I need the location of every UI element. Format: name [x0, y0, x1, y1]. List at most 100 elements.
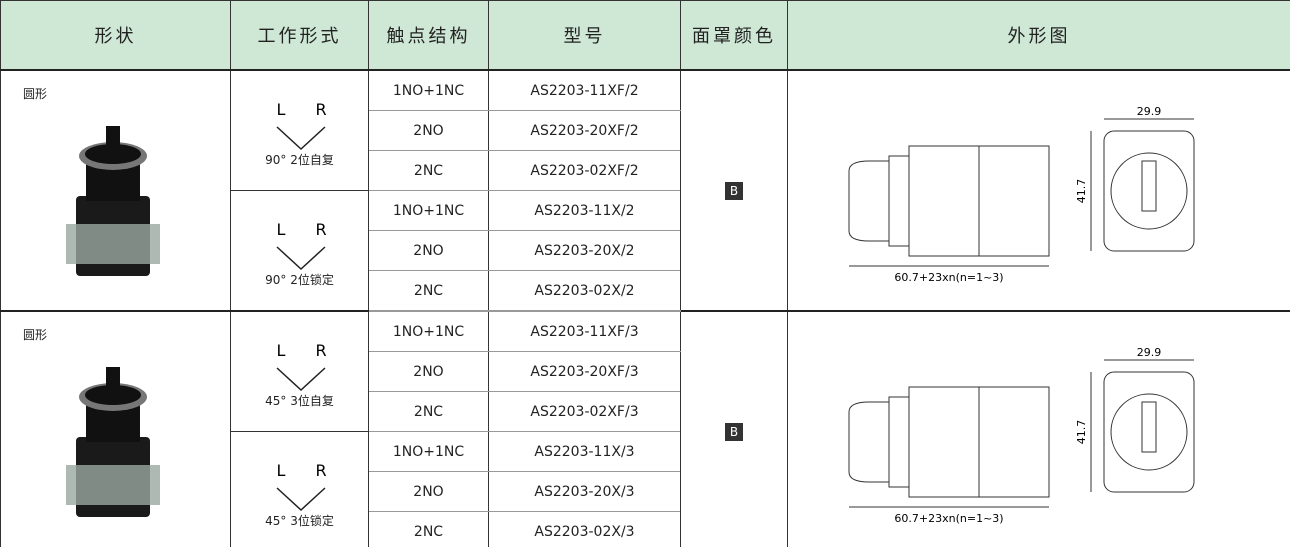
product-photo [66, 126, 160, 276]
header-cell: 形状 [0, 0, 231, 71]
color-badge: B [725, 181, 743, 200]
mode-label: 45° 3位锁定 [265, 514, 334, 528]
header-row: 形状 工作形式 触点结构 型号 面罩颜色 外形图 [0, 0, 1290, 71]
model-cell: AS2203-02XF/3 [488, 391, 681, 432]
model-cell: AS2203-11X/2 [488, 190, 681, 231]
shape [275, 126, 326, 151]
header-cell: 触点结构 [368, 0, 489, 71]
shape [66, 465, 160, 505]
shape [275, 487, 326, 512]
shape [275, 246, 326, 271]
shape [106, 367, 120, 395]
contact-cell: 2NO [368, 471, 489, 512]
color-badge: B [725, 422, 743, 441]
drawing-cell: 29.9 41.7 60.7+23xn(n=1~3) [787, 69, 1290, 312]
table-body: 圆形 L R 90° 2位自复 1NO+1NC AS2203-11XF/2 B 29.9 41.… [0, 69, 1290, 547]
mode-cell: L R 90° 2位锁定 [230, 190, 369, 312]
shape [848, 160, 890, 241]
shape [848, 401, 890, 482]
shape-label: 圆形 [23, 87, 48, 101]
dim-width: 29.9 [1137, 346, 1162, 359]
mode-left: L [276, 220, 285, 239]
dim-height: 41.7 [1075, 178, 1088, 203]
model-cell: AS2203-02XF/2 [488, 150, 681, 191]
table-row: 2NO AS2203-20XF/2 [1, 110, 1290, 151]
header-cell: 工作形式 [230, 0, 369, 71]
table-row: 2NC AS2203-02X/2 [1, 270, 1290, 312]
shape-cell: 圆形 [0, 310, 231, 547]
model-cell: AS2203-02X/3 [488, 511, 681, 547]
mode-right: R [315, 220, 326, 239]
mode-left: L [276, 341, 285, 360]
shape [275, 367, 326, 392]
contact-cell: 2NO [368, 230, 489, 271]
drawing-cell: 29.9 41.7 60.7+23xn(n=1~3) [787, 310, 1290, 547]
model-cell: AS2203-20X/3 [488, 471, 681, 512]
shape [1110, 393, 1188, 470]
mode-left: L [276, 461, 285, 480]
contact-cell: 2NO [368, 110, 489, 151]
model-cell: AS2203-20XF/2 [488, 110, 681, 151]
contact-cell: 2NC [368, 270, 489, 312]
header-cell: 面罩颜色 [680, 0, 788, 71]
mode-cell: L R 45° 3位锁定 [230, 431, 369, 547]
mode-cell: L R 90° 2位自复 [230, 69, 369, 191]
shape [888, 396, 910, 487]
contact-cell: 1NO+1NC [368, 69, 489, 111]
dim-width: 29.9 [1137, 105, 1162, 118]
shape-cell: 圆形 [0, 69, 231, 312]
header-cell: 型号 [488, 0, 681, 71]
contact-cell: 2NC [368, 511, 489, 547]
model-cell: AS2203-11XF/2 [488, 69, 681, 111]
shape [66, 224, 160, 264]
shape-label: 圆形 [23, 328, 48, 342]
dim-length: 60.7+23xn(n=1~3) [894, 271, 1003, 284]
contact-cell: 2NC [368, 391, 489, 432]
contact-cell: 1NO+1NC [368, 190, 489, 231]
color-cell: B [680, 69, 788, 312]
table-row: 圆形 L R 45° 3位自复 1NO+1NC AS2203-11XF/3 B 29.9 41.… [0, 310, 1290, 547]
shape [1103, 371, 1195, 492]
contact-cell: 2NO [368, 351, 489, 392]
table-row: 2NO AS2203-20X/2 [1, 230, 1290, 271]
product-photo [66, 367, 160, 517]
mode-label: 90° 2位锁定 [265, 273, 334, 287]
model-cell: AS2203-11X/3 [488, 431, 681, 472]
shape [1103, 130, 1195, 251]
model-cell: AS2203-20X/2 [488, 230, 681, 271]
model-cell: AS2203-11XF/3 [488, 310, 681, 352]
mode-right: R [315, 100, 326, 119]
model-cell: AS2203-20XF/3 [488, 351, 681, 392]
mode-label: 90° 2位自复 [265, 153, 334, 167]
contact-cell: 1NO+1NC [368, 310, 489, 352]
shape [1141, 401, 1157, 452]
dim-height: 41.7 [1075, 419, 1088, 444]
color-cell: B [680, 310, 788, 547]
mode-right: R [315, 461, 326, 480]
mode-cell: L R 45° 3位自复 [230, 310, 369, 432]
header-cell: 外形图 [787, 0, 1290, 71]
shape [888, 155, 910, 246]
outline-drawing: 29.9 41.7 60.7+23xn(n=1~3) [848, 105, 1195, 284]
mode-right: R [315, 341, 326, 360]
table-row: 2NC AS2203-02X/3 [1, 511, 1290, 547]
contact-cell: 2NC [368, 150, 489, 191]
outline-drawing: 29.9 41.7 60.7+23xn(n=1~3) [848, 346, 1195, 525]
mode-label: 45° 3位自复 [265, 394, 334, 408]
shape [106, 126, 120, 154]
table-row: 2NC AS2203-02XF/3 [1, 391, 1290, 432]
model-cell: AS2203-02X/2 [488, 270, 681, 312]
shape [1110, 152, 1188, 229]
contact-cell: 1NO+1NC [368, 431, 489, 472]
dim-length: 60.7+23xn(n=1~3) [894, 512, 1003, 525]
shape [1141, 160, 1157, 211]
table-row: 2NO AS2203-20XF/3 [1, 351, 1290, 392]
mode-left: L [276, 100, 285, 119]
table-row: 圆形 L R 90° 2位自复 1NO+1NC AS2203-11XF/2 B 29.9 41.… [0, 69, 1290, 312]
